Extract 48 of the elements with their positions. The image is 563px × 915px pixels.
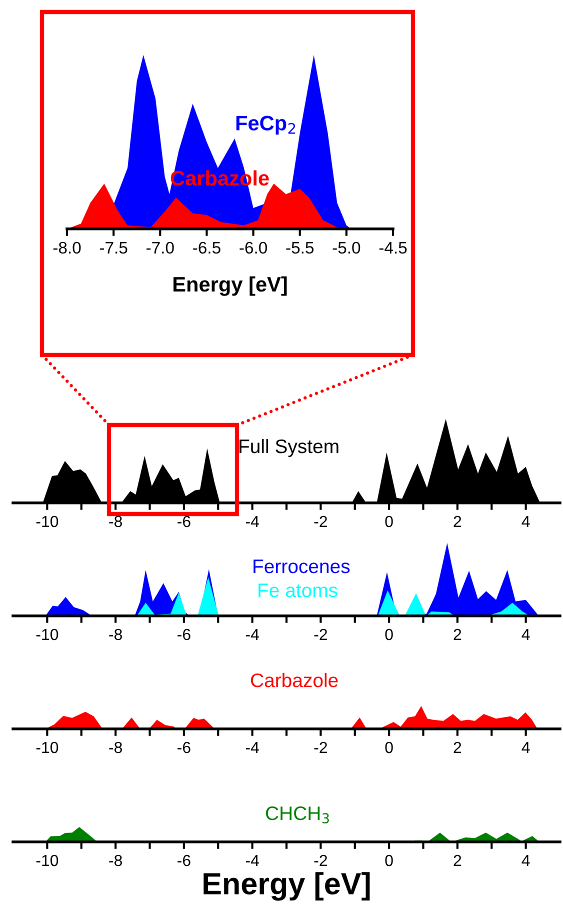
x-tick-label: -4 bbox=[246, 855, 259, 866]
x-tick-label: -4 bbox=[246, 742, 259, 753]
series-label: CHCH$_{3}$ bbox=[266, 806, 329, 824]
x-tick-label: -10 bbox=[36, 742, 58, 754]
x-tick-label: -6 bbox=[178, 628, 190, 640]
x-tick-label: -8 bbox=[109, 742, 122, 754]
x-tick-label: -6 bbox=[178, 742, 190, 754]
x-tick-label: 4 bbox=[522, 516, 530, 527]
x-tick-label: -8.0 bbox=[53, 242, 81, 254]
x-tick-label: -5.0 bbox=[332, 242, 360, 254]
x-tick-label: 4 bbox=[522, 742, 530, 753]
x-tick-label: 4 bbox=[522, 628, 530, 640]
x-tick-label: 2 bbox=[454, 854, 462, 866]
x-tick-label: -2 bbox=[314, 742, 327, 753]
x-tick-label: -6.0 bbox=[240, 242, 267, 254]
x-tick-label: -8 bbox=[109, 854, 122, 866]
x-tick-label: 0 bbox=[385, 628, 393, 640]
x-tick-label: 0 bbox=[385, 854, 393, 866]
x-axis-title: Energy [eV] bbox=[204, 872, 370, 901]
x-tick-label: 0 bbox=[385, 742, 393, 754]
x-tick-label: -10 bbox=[36, 628, 58, 640]
x-axis-title: Energy [eV] bbox=[174, 276, 287, 296]
x-tick-label: -10 bbox=[36, 854, 58, 866]
x-tick-label: -2 bbox=[314, 854, 327, 866]
x-tick-label: -8 bbox=[109, 628, 122, 640]
x-tick-label: 2 bbox=[454, 628, 462, 640]
series-label: Carbazole bbox=[250, 672, 338, 688]
x-tick-label: -2 bbox=[314, 628, 327, 640]
x-tick-label: 2 bbox=[454, 742, 462, 753]
x-tick-label: -8 bbox=[109, 516, 122, 528]
x-tick-label: -6 bbox=[178, 854, 190, 866]
x-tick-label: -4.5 bbox=[379, 242, 407, 254]
x-tick-label: -4 bbox=[246, 516, 259, 527]
x-tick-label: -5.5 bbox=[286, 242, 314, 254]
series-label: Ferrocenes bbox=[254, 560, 350, 574]
x-tick-label: -6.5 bbox=[193, 242, 220, 254]
x-tick-label: -7.5 bbox=[100, 242, 128, 254]
x-tick-label: 4 bbox=[522, 855, 530, 866]
x-tick-label: -10 bbox=[36, 516, 58, 528]
x-tick-label: -6 bbox=[178, 516, 190, 528]
series-label: Full System bbox=[240, 438, 338, 458]
x-tick-label: 2 bbox=[454, 516, 462, 527]
x-tick-label: -7.0 bbox=[146, 242, 174, 254]
x-tick-label: 0 bbox=[385, 516, 393, 528]
series-label: Fe atoms bbox=[258, 584, 338, 598]
x-tick-label: -4 bbox=[246, 628, 259, 640]
x-tick-label: -2 bbox=[314, 516, 327, 527]
series-label: FeCp$_{2}$ bbox=[236, 116, 296, 135]
